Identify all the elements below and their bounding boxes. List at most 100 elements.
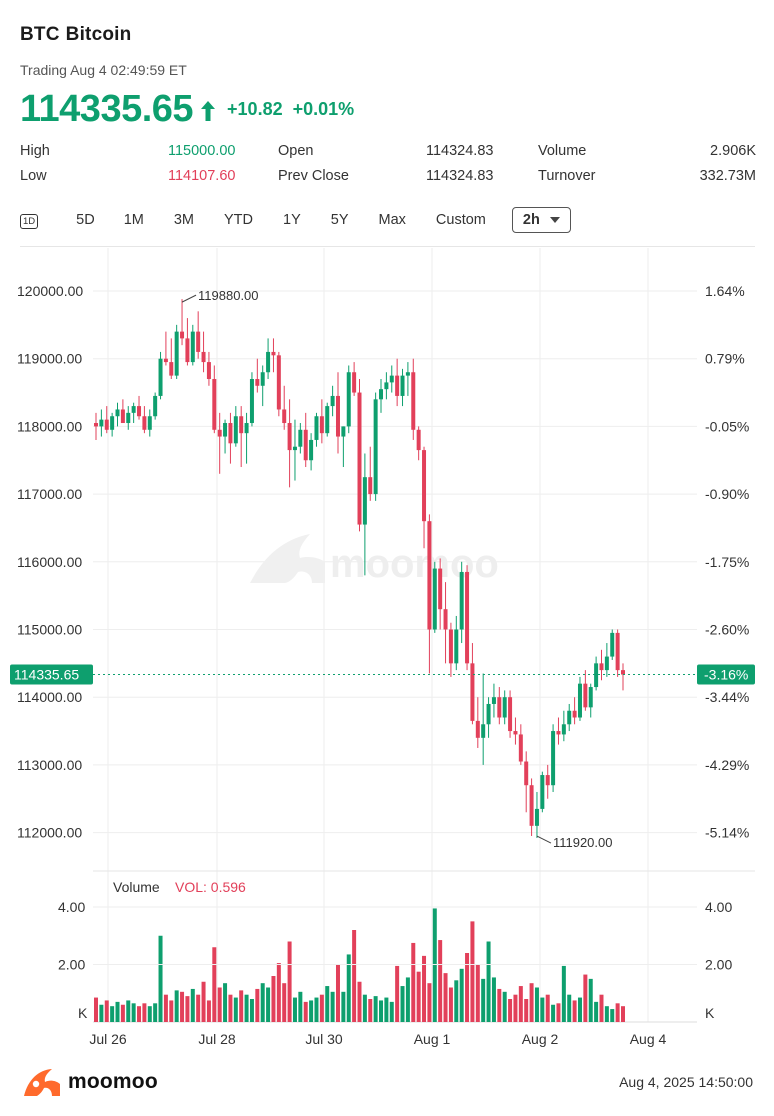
tab-3m[interactable]: 3M bbox=[173, 212, 195, 228]
candle-body bbox=[389, 375, 394, 383]
up-arrow-icon bbox=[201, 100, 216, 121]
volume-bar bbox=[373, 996, 378, 1022]
x-tick: Aug 2 bbox=[522, 1031, 559, 1047]
pct-tick: 1.64% bbox=[705, 283, 745, 299]
volume-bar bbox=[400, 986, 405, 1022]
volume-bar bbox=[190, 988, 195, 1022]
volume-bar bbox=[309, 1000, 314, 1022]
candle-body bbox=[223, 423, 228, 437]
candle-body bbox=[405, 372, 410, 376]
volume-unit-right: K bbox=[705, 1005, 715, 1021]
candle-body bbox=[196, 331, 201, 352]
volume-current-label: VOL: 0.596 bbox=[175, 879, 246, 895]
volume-bar bbox=[491, 977, 496, 1022]
volume-tick-right: 2.00 bbox=[705, 957, 732, 973]
volume-bar bbox=[212, 947, 217, 1022]
candle-body bbox=[454, 629, 459, 664]
footer-logo: moomoo bbox=[22, 1066, 158, 1098]
volume-bar bbox=[94, 997, 98, 1022]
open-value: 114324.83 bbox=[426, 143, 494, 159]
price-tick: 120000.00 bbox=[17, 283, 83, 299]
price-tick: 115000.00 bbox=[17, 622, 82, 638]
current-pct-tag-label: -3.16% bbox=[704, 666, 748, 682]
chevron-down-icon bbox=[549, 217, 560, 223]
pct-tick: -2.60% bbox=[705, 622, 749, 638]
candle-body bbox=[513, 731, 518, 735]
tab-1y[interactable]: 1Y bbox=[283, 212, 301, 228]
volume-bar bbox=[508, 999, 513, 1022]
volume-bar bbox=[561, 965, 566, 1022]
range-tabs: 1D 5D 1M 3M YTD 1Y 5Y Max Custom 2h bbox=[20, 205, 571, 235]
tab-5y[interactable]: 5Y bbox=[330, 212, 349, 228]
volume-bar bbox=[621, 1006, 625, 1022]
high-value: 115000.00 bbox=[168, 143, 236, 159]
volume-bar bbox=[142, 1003, 147, 1022]
divider bbox=[20, 246, 755, 247]
volume-bar bbox=[137, 1006, 142, 1022]
candle-body bbox=[502, 697, 507, 718]
price-chart[interactable]: 120000.00 1.64% 119000.00 0.79% 118000.00 -0.… bbox=[0, 248, 774, 1058]
volume-bar bbox=[486, 941, 491, 1022]
candle-body bbox=[94, 423, 98, 427]
candle-body bbox=[260, 372, 265, 386]
volume-bar bbox=[513, 994, 518, 1022]
candle-body bbox=[368, 477, 373, 495]
volume-bar bbox=[448, 987, 453, 1022]
volume-bar bbox=[475, 964, 480, 1022]
volume-bar bbox=[126, 1000, 131, 1022]
candle-body bbox=[362, 477, 367, 525]
candle-body bbox=[577, 683, 582, 718]
candle-body bbox=[99, 419, 104, 427]
low-annotation: 111920.00 bbox=[553, 835, 613, 850]
volume-bar bbox=[524, 999, 529, 1022]
pct-tick: -3.44% bbox=[705, 689, 749, 705]
candle-body bbox=[448, 629, 453, 664]
volume-bar bbox=[368, 999, 373, 1022]
price-tick: 116000.00 bbox=[17, 554, 82, 570]
price-change-pct: +0.01% bbox=[292, 99, 355, 119]
volume-bar bbox=[271, 976, 276, 1022]
volume-bar bbox=[233, 997, 238, 1022]
volume-bar bbox=[438, 940, 443, 1022]
volume-bar bbox=[287, 941, 292, 1022]
candle-body bbox=[147, 416, 152, 430]
candle-body bbox=[309, 439, 314, 461]
volume-bar bbox=[567, 994, 572, 1022]
volume-bar bbox=[481, 978, 486, 1022]
interval-dropdown[interactable]: 2h bbox=[511, 207, 571, 233]
candle-body bbox=[572, 710, 577, 718]
volume-bar bbox=[454, 980, 459, 1022]
candle-body bbox=[443, 609, 448, 630]
candle-body bbox=[169, 362, 174, 376]
tab-1m[interactable]: 1M bbox=[123, 212, 144, 228]
volume-bar bbox=[341, 991, 346, 1022]
volume-tick-right: 4.00 bbox=[705, 899, 732, 915]
volume-bar bbox=[260, 983, 265, 1022]
volume-bar bbox=[298, 991, 303, 1022]
candle-body bbox=[185, 338, 190, 363]
volume-bar bbox=[459, 968, 464, 1022]
volume-bar bbox=[540, 997, 545, 1022]
pct-tick: -4.29% bbox=[705, 757, 749, 773]
last-price: 114335.65 bbox=[20, 88, 194, 130]
volume-bar bbox=[389, 1001, 394, 1022]
tab-5d[interactable]: 5D bbox=[76, 212, 95, 228]
tab-ytd[interactable]: YTD bbox=[224, 212, 254, 228]
candle-body bbox=[212, 379, 217, 430]
open-label: Open bbox=[278, 143, 314, 159]
volume-bar bbox=[427, 983, 432, 1022]
volume-bar bbox=[379, 1000, 384, 1022]
candle-body bbox=[524, 761, 529, 786]
volume-bar bbox=[120, 1004, 125, 1022]
candle-body bbox=[567, 710, 572, 725]
pct-tick: -1.75% bbox=[705, 554, 749, 570]
candle-body bbox=[276, 355, 281, 410]
tab-custom[interactable]: Custom bbox=[435, 212, 486, 228]
candle-body bbox=[110, 416, 115, 430]
volume-bar bbox=[147, 1006, 152, 1022]
candle-body bbox=[583, 683, 588, 708]
tab-max[interactable]: Max bbox=[378, 212, 406, 228]
x-tick: Aug 1 bbox=[414, 1031, 451, 1047]
volume-bar bbox=[470, 921, 475, 1022]
tab-1d[interactable]: 1D bbox=[20, 212, 39, 229]
